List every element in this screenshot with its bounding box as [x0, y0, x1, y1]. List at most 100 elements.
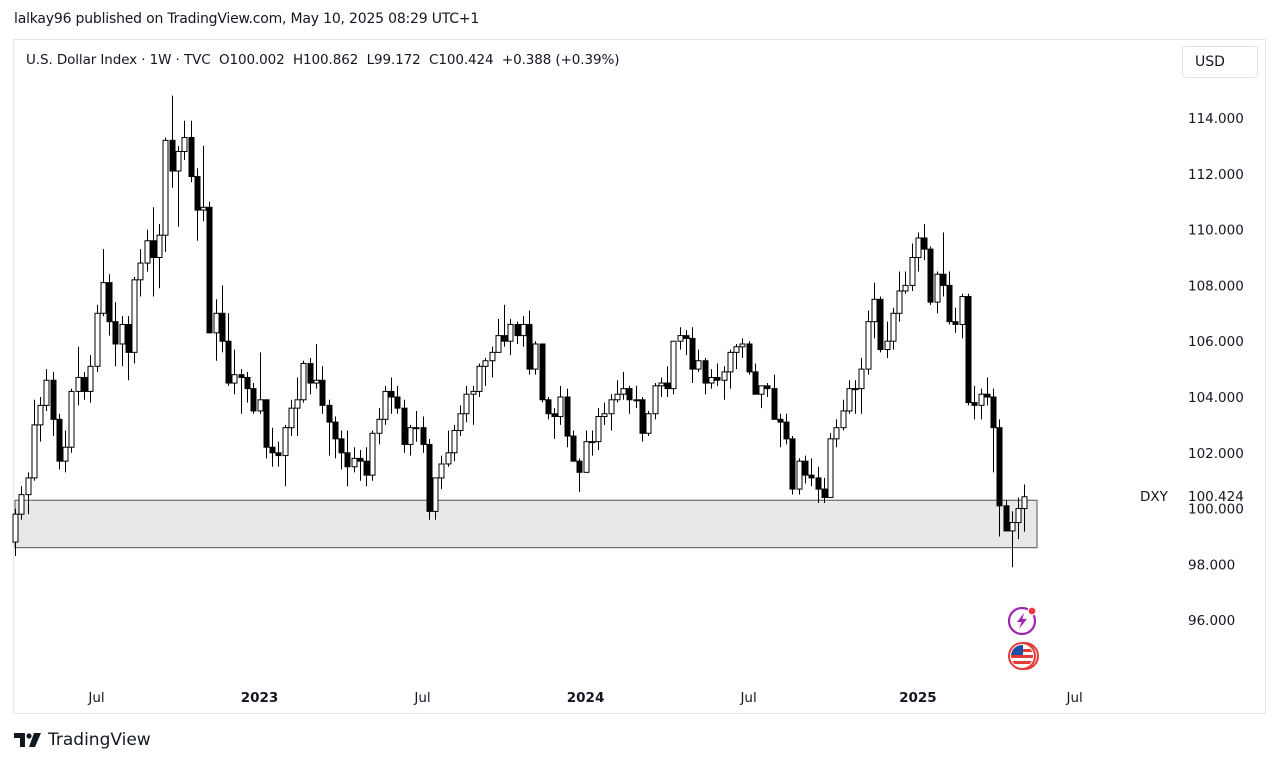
candle: [12, 508, 19, 557]
candle: [326, 399, 333, 456]
us-flag-icon[interactable]: [1008, 642, 1039, 670]
candle: [319, 366, 326, 414]
candle-body-down: [789, 438, 796, 490]
candle-body-up: [846, 388, 853, 412]
time-tick-label: 2024: [567, 690, 605, 706]
candle: [250, 383, 257, 414]
candle-body-down: [112, 321, 119, 345]
price-tick-label: 104.000: [1188, 390, 1244, 406]
candle: [344, 430, 351, 487]
candle: [413, 410, 420, 442]
candle: [946, 271, 953, 325]
candle: [313, 343, 320, 389]
candle: [18, 486, 25, 520]
last-price-label: 100.424: [1188, 489, 1244, 505]
candle: [827, 433, 834, 498]
candle: [852, 380, 859, 414]
candle: [576, 458, 583, 492]
candle-body-down: [576, 460, 583, 473]
currency-button[interactable]: USD: [1182, 46, 1258, 78]
candle: [457, 405, 464, 437]
candle: [739, 338, 746, 358]
candle-body-up: [620, 388, 627, 395]
candle-body-down: [877, 298, 884, 351]
candle: [420, 416, 427, 453]
price-tick-label: 112.000: [1188, 167, 1244, 183]
candle-body-down: [984, 393, 991, 398]
candle-body-down: [125, 323, 132, 353]
candle-body-up: [156, 234, 163, 258]
candle: [106, 274, 113, 336]
candle: [940, 232, 947, 297]
candle: [783, 413, 790, 445]
candle-body-down: [564, 396, 571, 437]
candle-body-up: [87, 365, 94, 392]
candle: [231, 349, 238, 395]
candle-body-up: [796, 460, 803, 490]
candle-body-up: [37, 404, 44, 426]
candle: [288, 399, 295, 437]
candle-body-down: [388, 390, 395, 398]
candle-body-up: [162, 139, 169, 236]
candle: [426, 438, 433, 520]
candle: [332, 416, 339, 459]
candle: [62, 430, 69, 473]
candle-body-up: [840, 410, 847, 429]
candle: [633, 385, 640, 409]
candle: [532, 341, 539, 375]
footer-brand[interactable]: TradingView: [14, 730, 151, 750]
candle-body-down: [777, 418, 784, 423]
candle-body-up: [43, 379, 50, 406]
candle-body-up: [438, 463, 445, 479]
candle-body-up: [213, 312, 220, 334]
candle: [996, 419, 1003, 537]
candle-body-down: [802, 460, 809, 476]
candle: [75, 346, 82, 406]
candle: [858, 357, 865, 414]
candle-body-up: [833, 427, 840, 440]
candle-body-down: [326, 404, 333, 423]
candle-body-down: [244, 376, 251, 390]
candle: [714, 363, 721, 386]
candle: [31, 399, 38, 481]
candle-body-down: [238, 374, 245, 378]
candle: [125, 316, 132, 381]
candle-body-down: [363, 460, 370, 476]
candle-body-up: [727, 351, 734, 373]
candle: [87, 355, 94, 403]
candle: [658, 377, 665, 397]
time-tick-label: Jul: [87, 690, 104, 706]
footer-brand-text: TradingView: [48, 730, 151, 750]
candle: [137, 249, 144, 297]
candle-body-up: [200, 206, 207, 211]
candle: [871, 282, 878, 339]
candle: [1021, 484, 1028, 532]
candle: [708, 369, 715, 389]
candle-body-down: [664, 382, 671, 390]
candle-body-up: [652, 385, 659, 415]
candle: [507, 318, 514, 356]
time-tick-label: Jul: [1065, 690, 1082, 706]
candle: [626, 385, 633, 414]
candle-body-down: [344, 452, 351, 468]
candle: [351, 447, 358, 473]
candle-body-down: [106, 282, 113, 323]
candle: [445, 430, 452, 467]
candle-body-down: [514, 323, 521, 337]
candle-body-up: [871, 298, 878, 323]
candle: [727, 349, 734, 389]
candle: [282, 424, 289, 487]
candle-body-down: [225, 340, 232, 384]
candle: [764, 383, 771, 397]
candle-body-down: [702, 360, 709, 384]
candle: [463, 385, 470, 423]
candle-body-up: [18, 494, 25, 515]
candle: [909, 243, 916, 291]
candle: [733, 343, 740, 370]
candle: [100, 249, 107, 317]
candle-body-up: [369, 432, 376, 476]
lightning-event-icon[interactable]: [1007, 606, 1037, 636]
candle: [564, 388, 571, 448]
candle-body-up: [934, 273, 941, 303]
